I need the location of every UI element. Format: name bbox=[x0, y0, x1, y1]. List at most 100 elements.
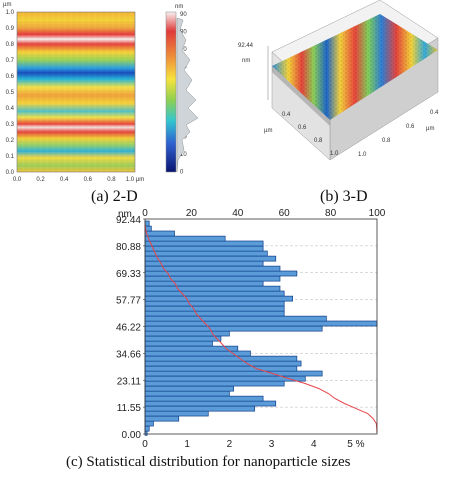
histogram-bar bbox=[144, 275, 281, 282]
histogram-bar bbox=[144, 240, 264, 247]
right-axis-tick-label: 0.8 bbox=[382, 138, 391, 144]
histogram-bar bbox=[144, 335, 222, 342]
2d-y-ticks: 1.0 0.9 0.8 0.7 0.6 0.5 0.4 0.3 0.2 0.1 0.0 bbox=[6, 10, 15, 176]
panel-2d: µm 1.0 0.9 0.8 0.7 0.6 0.5 0.4 0.3 0.2 0.1 0.0 0.0… bbox=[3, 2, 199, 183]
x-tick-label: 0.2 bbox=[36, 177, 45, 183]
histogram-bar bbox=[144, 420, 154, 427]
histogram-y-ticks: 92.44 80.88 69.33 57.77 46.22 34.66 23.11 11.55… bbox=[116, 215, 145, 441]
y-tick-label: 92.44 bbox=[116, 215, 141, 226]
y-tick-label: 0.00 bbox=[122, 430, 142, 441]
y-tick-label: 0.7 bbox=[6, 58, 15, 64]
right-axis-tick-label: 0.6 bbox=[406, 124, 415, 130]
y-tick-label: 69.33 bbox=[116, 269, 141, 280]
colorbar-tick-label: 10 bbox=[180, 152, 187, 158]
histogram-bar bbox=[144, 325, 323, 332]
histogram-y-unit: nm bbox=[118, 209, 132, 220]
x-tick-label: 0.4 bbox=[60, 177, 69, 183]
3d-right-unit: µm bbox=[426, 126, 434, 132]
3d-z-max: 92.44 bbox=[238, 43, 254, 49]
histogram-bar bbox=[144, 360, 302, 367]
histogram-bar bbox=[144, 280, 264, 287]
2d-frame bbox=[16, 11, 136, 173]
top-tick-label: 20 bbox=[186, 208, 198, 219]
3d-right-ticks: 0.4 0.6 0.8 1.0 bbox=[358, 110, 439, 158]
2d-axis-unit: µm bbox=[3, 2, 11, 8]
histogram-bars bbox=[144, 220, 378, 436]
colorbar-histogram bbox=[176, 17, 199, 173]
bottom-tick-label: 2 bbox=[227, 439, 233, 450]
histogram-bar bbox=[144, 340, 213, 347]
histogram-bar bbox=[144, 315, 327, 322]
2d-x-ticks: 0.0 0.2 0.4 0.6 0.8 1.0 µm bbox=[13, 177, 144, 183]
colorbar bbox=[165, 11, 177, 173]
y-tick-label: 0.5 bbox=[6, 90, 15, 96]
y-tick-label: 0.6 bbox=[6, 74, 15, 80]
y-tick-label: 23.11 bbox=[117, 376, 142, 387]
histogram-bar bbox=[144, 355, 298, 362]
left-axis-tick-label: 0.4 bbox=[282, 112, 291, 118]
y-tick-label: 0.8 bbox=[6, 42, 15, 48]
3d-left-ticks: 0.4 0.6 0.8 1.0 bbox=[282, 112, 339, 157]
histogram-bar bbox=[144, 410, 209, 417]
top-tick-label: 100 bbox=[369, 208, 386, 219]
histogram-bar bbox=[144, 285, 281, 292]
colorbar-tick-label: 0 bbox=[180, 170, 184, 176]
colorbar-unit: nm bbox=[175, 4, 183, 10]
bottom-tick-label: 1 bbox=[184, 439, 190, 450]
caption-3d: (b) 3-D bbox=[320, 188, 368, 205]
bottom-tick-label: 0 bbox=[142, 439, 148, 450]
y-tick-label: 0.0 bbox=[6, 170, 15, 176]
colorbar-tick-label: 70 bbox=[180, 47, 187, 53]
histogram-bar bbox=[144, 400, 277, 407]
y-tick-label: 34.66 bbox=[116, 349, 141, 360]
top-tick-label: 60 bbox=[279, 208, 291, 219]
top-tick-label: 40 bbox=[232, 208, 244, 219]
histogram-bar bbox=[144, 230, 175, 237]
left-axis-tick-label: 0.6 bbox=[298, 125, 307, 131]
histogram-bar bbox=[144, 330, 230, 337]
histogram-top-ticks: 0 20 40 60 80 100 bbox=[142, 208, 386, 219]
histogram-bar bbox=[144, 320, 378, 327]
bottom-tick-label: 4 bbox=[311, 439, 317, 450]
histogram-bar bbox=[144, 370, 323, 377]
3d-surface-edge bbox=[272, 66, 330, 126]
bottom-tick-label: 3 bbox=[269, 439, 275, 450]
histogram-bar bbox=[144, 380, 285, 387]
histogram-bar bbox=[144, 310, 285, 317]
x-tick-label: 0.6 bbox=[84, 177, 93, 183]
x-tick-label: 0.8 bbox=[107, 177, 116, 183]
histogram-bar bbox=[144, 350, 251, 357]
histogram-bar bbox=[144, 405, 256, 412]
y-tick-label: 80.88 bbox=[116, 242, 141, 253]
y-tick-label: 57.77 bbox=[116, 296, 141, 307]
histogram-bar bbox=[144, 425, 150, 432]
histogram-bar bbox=[144, 250, 268, 257]
histogram-bar bbox=[144, 375, 306, 382]
y-tick-label: 46.22 bbox=[116, 323, 141, 334]
y-tick-label: 0.4 bbox=[6, 106, 15, 112]
left-axis-tick-label: 0.8 bbox=[314, 138, 323, 144]
caption-distribution: (c) Statistical distribution for nanopar… bbox=[66, 454, 351, 470]
colorbar-tick-label: 80 bbox=[180, 30, 187, 36]
caption-2d: (a) 2-D bbox=[91, 188, 138, 205]
histogram-bar bbox=[144, 235, 226, 242]
2d-texture bbox=[17, 12, 135, 172]
histogram-bar bbox=[144, 300, 285, 307]
y-tick-label: 1.0 bbox=[6, 10, 15, 16]
y-tick-label: 0.1 bbox=[6, 154, 15, 160]
histogram-bar bbox=[144, 385, 234, 392]
x-tick-label: 1.0 µm bbox=[126, 177, 144, 183]
histogram-bar bbox=[144, 305, 285, 312]
y-tick-label: 0.2 bbox=[6, 138, 15, 144]
right-axis-tick-label: 0.4 bbox=[430, 110, 439, 116]
bottom-tick-label: 5 % bbox=[347, 439, 364, 450]
histogram-bottom-ticks: 0 1 2 3 4 5 % bbox=[142, 439, 364, 450]
histogram-bar bbox=[144, 295, 293, 302]
y-tick-label: 0.9 bbox=[6, 26, 15, 32]
top-tick-label: 0 bbox=[142, 208, 148, 219]
x-tick-label: 0.0 bbox=[13, 177, 22, 183]
histogram-bar bbox=[144, 255, 277, 262]
histogram-bar bbox=[144, 365, 298, 372]
histogram-bar bbox=[144, 260, 264, 267]
y-tick-label: 0.3 bbox=[6, 122, 15, 128]
